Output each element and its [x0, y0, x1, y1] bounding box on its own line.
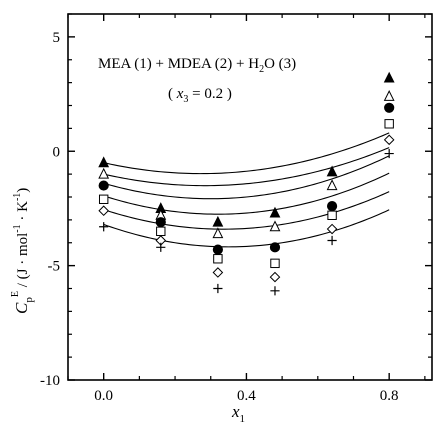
- marker-filled-triangle: [212, 215, 224, 227]
- marker-open-diamond: [212, 267, 224, 278]
- marker-open-square: [327, 210, 337, 221]
- marker-filled-circle: [326, 201, 338, 212]
- axis-ticks: [67, 13, 432, 381]
- marker-open-square: [156, 226, 166, 237]
- marker-filled-circle: [212, 244, 223, 255]
- fit-curve-6: [103, 209, 390, 248]
- marker-open-triangle: [212, 227, 224, 239]
- marker-open-triangle: [326, 179, 338, 191]
- marker-plus: [156, 242, 166, 252]
- data-markers: [98, 71, 395, 296]
- fit-curve-5: [103, 191, 390, 230]
- annotation-mixture: MEA (1) + MDEA (2) + H2O (3): [98, 56, 296, 75]
- marker-open-diamond: [269, 271, 281, 283]
- marker-open-square: [384, 119, 394, 129]
- marker-filled-circle: [155, 217, 166, 228]
- tick-labels: 0.0 0.4 0.8 5 0 -5 -10: [40, 30, 399, 404]
- fit-curves: [103, 132, 390, 248]
- fit-curve-3: [103, 155, 390, 200]
- marker-open-diamond: [383, 134, 395, 146]
- marker-open-triangle: [98, 167, 110, 179]
- marker-filled-circle: [384, 102, 395, 113]
- fit-curve-2: [103, 147, 390, 187]
- marker-plus: [270, 286, 280, 296]
- marker-filled-circle: [98, 180, 109, 191]
- marker-open-square: [213, 254, 223, 264]
- fit-curve-4: [103, 172, 390, 215]
- annotation-composition: ( x3 = 0.2 ): [168, 86, 232, 105]
- marker-filled-circle: [269, 242, 281, 253]
- y-axis-title: CpE / (J · mol-1 · K-1): [10, 188, 35, 314]
- y-tick-label: -5: [48, 259, 61, 275]
- y-tick-label: -10: [40, 373, 60, 389]
- marker-filled-triangle: [383, 71, 395, 83]
- x-axis-title: x1: [231, 402, 245, 424]
- marker-filled-triangle: [326, 165, 338, 177]
- marker-open-triangle: [269, 220, 281, 232]
- x-tick-label: 0.0: [94, 388, 113, 404]
- marker-open-triangle: [383, 90, 395, 101]
- marker-plus: [384, 148, 394, 159]
- marker-open-square: [270, 258, 280, 269]
- marker-open-diamond: [326, 223, 338, 235]
- x-tick-label: 0.4: [237, 388, 256, 404]
- y-tick-label: 0: [53, 144, 61, 160]
- marker-plus: [327, 235, 337, 246]
- x-tick-label: 0.8: [380, 388, 399, 404]
- marker-filled-triangle: [269, 206, 281, 218]
- marker-filled-triangle: [98, 156, 110, 168]
- marker-open-diamond: [98, 205, 109, 217]
- marker-open-square: [98, 194, 109, 204]
- marker-plus: [99, 222, 109, 232]
- y-tick-label: 5: [53, 30, 61, 46]
- marker-plus: [213, 283, 223, 294]
- fit-curve-1: [103, 132, 390, 175]
